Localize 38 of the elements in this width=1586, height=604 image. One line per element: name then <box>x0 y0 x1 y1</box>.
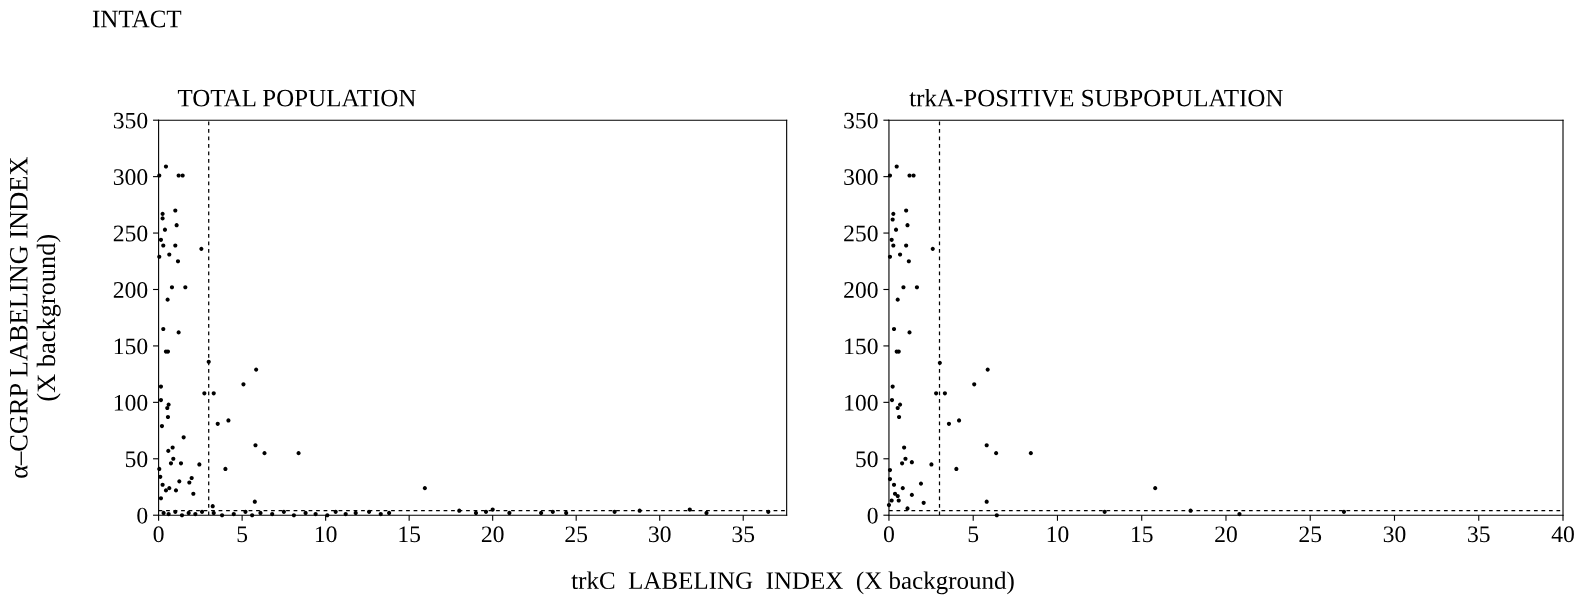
x-tick-label: 20 <box>481 526 504 543</box>
x-tick-label: 5 <box>968 526 979 543</box>
y-tick-label: 350 <box>113 112 148 129</box>
y-tick-label: 300 <box>844 169 878 186</box>
x-axis-title: trkC LABELING INDEX (X background) <box>571 571 1014 595</box>
y-tick-label: 150 <box>114 338 148 355</box>
x-tick-label: 40 <box>1551 526 1574 543</box>
x-tick-label: 35 <box>1468 526 1490 543</box>
y-tick-label: 0 <box>137 507 148 524</box>
x-tick-label: 35 <box>732 526 755 543</box>
x-tick-label: 0 <box>883 526 894 543</box>
y-tick-label: 350 <box>844 112 878 129</box>
y-tick-label: 200 <box>844 281 878 298</box>
chart-title: trkA-POSITIVE SUBPOPULATION <box>909 88 1283 107</box>
y-tick-label: 50 <box>125 451 148 468</box>
x-tick-label: 25 <box>565 526 588 543</box>
x-tick-label: 15 <box>1131 526 1153 543</box>
x-tick-label: 30 <box>1383 526 1406 543</box>
x-tick-label: 10 <box>1047 526 1069 543</box>
y-axis-title: α–CGRP LABELING INDEX (X background) <box>9 157 61 478</box>
y-tick-label: 250 <box>844 225 878 242</box>
x-tick-label: 15 <box>399 526 421 543</box>
y-tick-label: 100 <box>114 394 148 411</box>
y-tick-label: 50 <box>856 451 878 468</box>
x-tick-label: 30 <box>649 526 671 543</box>
y-tick-label: 300 <box>113 169 148 186</box>
text: INTACT <box>92 10 182 28</box>
y-tick-label: 250 <box>113 225 148 242</box>
y-tick-label: 100 <box>845 394 878 411</box>
x-tick-label: 20 <box>1215 526 1237 543</box>
y-tick-label: 150 <box>845 338 878 355</box>
x-tick-label: 5 <box>237 526 248 543</box>
y-tick-label: 200 <box>113 281 148 298</box>
x-tick-label: 10 <box>315 526 337 543</box>
x-tick-label: 0 <box>153 526 164 543</box>
y-tick-label: 0 <box>867 507 878 524</box>
x-tick-label: 25 <box>1299 526 1322 543</box>
chart-title: TOTAL POPULATION <box>177 89 416 107</box>
